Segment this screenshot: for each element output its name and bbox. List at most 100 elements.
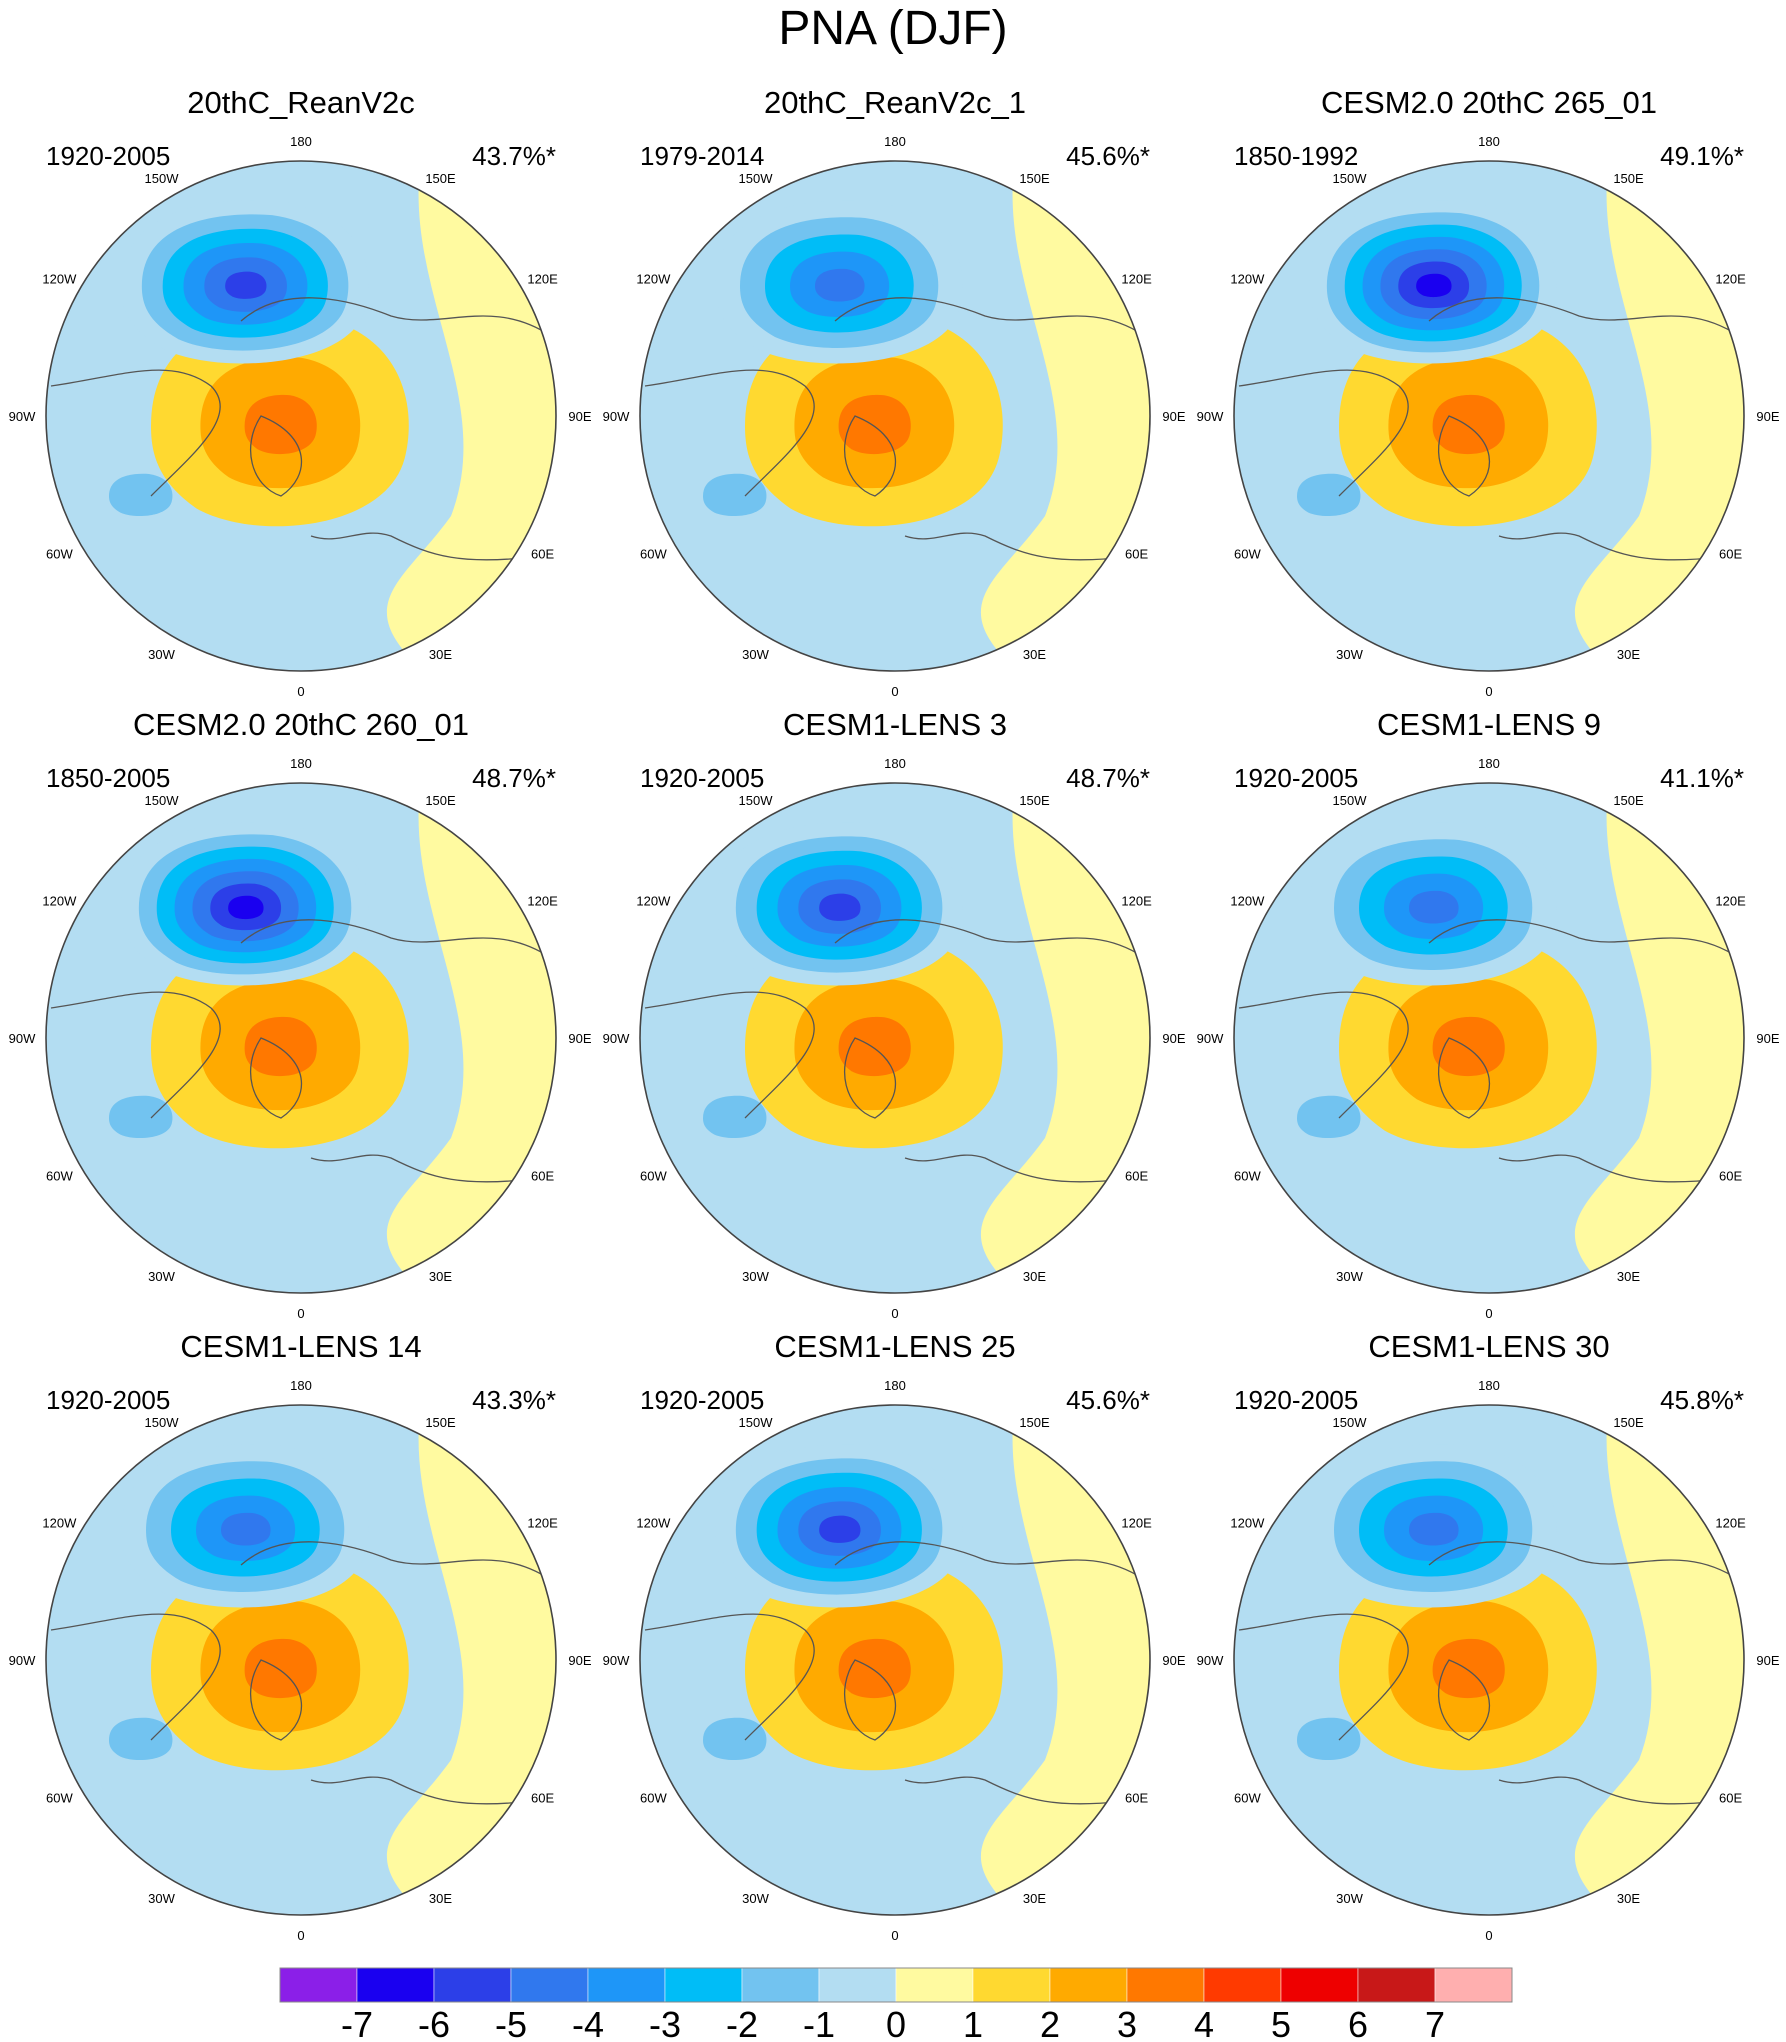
longitude-label: 90E xyxy=(568,409,591,424)
anomaly-field xyxy=(640,161,1150,671)
longitude-label: 0 xyxy=(891,1306,898,1321)
longitude-label: 180 xyxy=(290,134,312,149)
colorbar-tick-label: -7 xyxy=(341,2004,373,2042)
map-boundary xyxy=(1233,160,1745,672)
greenland-coast xyxy=(249,1037,303,1119)
contour-level-3 xyxy=(244,394,317,455)
negative-anomaly-center xyxy=(715,1444,963,1608)
longitude-label: 120W xyxy=(636,1516,671,1531)
negative-anomaly-center xyxy=(715,200,963,364)
longitude-label: 30W xyxy=(1336,1891,1363,1906)
longitude-label: 60W xyxy=(46,547,73,562)
map-boundary xyxy=(639,782,1151,1294)
positive-anomaly-center xyxy=(745,314,1003,527)
longitude-label: 30E xyxy=(1023,1891,1046,1906)
colorbar-tick-label: 1 xyxy=(963,2004,983,2042)
longitude-label: 90E xyxy=(1162,1031,1185,1046)
longitude-label: 150W xyxy=(739,1415,774,1430)
longitude-label: 30W xyxy=(148,1269,175,1284)
contour-level-3 xyxy=(1432,1638,1505,1699)
longitude-label: 150W xyxy=(1333,171,1368,186)
longitude-label: 0 xyxy=(297,684,304,699)
eurasia-coast xyxy=(240,919,552,959)
negative-anomaly-center xyxy=(1309,822,1557,986)
colorbar-tick-label: 2 xyxy=(1040,2004,1060,2042)
longitude-label: 150E xyxy=(425,171,456,186)
colorbar-swatch-16 xyxy=(1434,1967,1513,2003)
panel-variance: 45.6%* xyxy=(1066,1385,1150,1415)
europe-coast xyxy=(1498,532,1730,561)
longitude-label: 30W xyxy=(1336,1269,1363,1284)
longitude-label: 90W xyxy=(1197,1653,1224,1668)
longitude-label: 30E xyxy=(429,647,452,662)
panel-variance: 41.1%* xyxy=(1660,763,1744,793)
europe-coast xyxy=(1498,1776,1730,1805)
longitude-label: 120E xyxy=(527,1516,558,1531)
north-america-coast xyxy=(50,991,221,1119)
contour-level-3 xyxy=(1432,1016,1505,1077)
colorbar-tick-label: -1 xyxy=(803,2004,835,2042)
colorbar-tick-label: -3 xyxy=(649,2004,681,2042)
panel-title: CESM1-LENS 3 xyxy=(783,707,1007,742)
secondary-negative-center xyxy=(703,473,767,517)
negative-anomaly-center xyxy=(121,822,369,986)
panel-5: CESM1-LENS 3 1920-2005 48.7%* 180 150E 120E 90… xyxy=(603,707,1186,1321)
panel-period: 1920-2005 xyxy=(1234,763,1358,793)
map-boundary xyxy=(45,1404,557,1916)
positive-anomaly-center xyxy=(151,936,409,1149)
longitude-label: 180 xyxy=(1478,134,1500,149)
map-boundary xyxy=(1233,782,1745,1294)
panel-period: 1920-2005 xyxy=(640,1385,764,1415)
greenland-coast xyxy=(843,415,897,497)
longitude-label: 60W xyxy=(46,1169,73,1184)
negative-anomaly-center xyxy=(121,1444,369,1608)
colorbar-swatch-2 xyxy=(356,1967,435,2003)
longitude-label: 120E xyxy=(527,894,558,909)
colorbar: -7 -6 -5 -4 -3 -2 -1 0 1 2 3 4 5 6 7 xyxy=(279,1967,1513,2042)
longitude-label: 180 xyxy=(290,1378,312,1393)
secondary-negative-center xyxy=(109,1095,173,1139)
longitude-label: 60W xyxy=(640,547,667,562)
longitude-label: 120W xyxy=(1230,1516,1265,1531)
colorbar-tick-label: -6 xyxy=(418,2004,450,2042)
eurasia-coast xyxy=(240,1541,552,1581)
longitude-label: 0 xyxy=(891,1928,898,1943)
north-america-coast xyxy=(50,369,221,497)
longitude-label: 150E xyxy=(1613,793,1644,808)
longitude-label: 90W xyxy=(1197,1031,1224,1046)
colorbar-frame xyxy=(279,1967,1513,2003)
panel-period: 1850-2005 xyxy=(46,763,170,793)
europe-coast xyxy=(310,1154,542,1183)
colorbar-swatch-7 xyxy=(741,1967,820,2003)
longitude-label: 120W xyxy=(1230,894,1265,909)
greenland-coast xyxy=(1437,415,1491,497)
longitude-label: 120E xyxy=(527,272,558,287)
map-boundary xyxy=(639,160,1151,672)
colorbar-tick-label: 0 xyxy=(886,2004,906,2042)
map-boundary xyxy=(1233,1404,1745,1916)
panel-7: CESM1-LENS 14 1920-2005 43.3%* 180 150E 120E 9… xyxy=(9,1329,592,1943)
negative-anomaly-center xyxy=(715,822,963,986)
panel-variance: 45.6%* xyxy=(1066,141,1150,171)
coastlines xyxy=(50,919,552,1183)
colorbar-swatch-1 xyxy=(279,1967,358,2003)
longitude-label: 60W xyxy=(640,1169,667,1184)
colorbar-swatch-9 xyxy=(895,1967,974,2003)
coastlines xyxy=(1238,297,1740,561)
europe-coast xyxy=(1498,1154,1730,1183)
longitude-label: 30W xyxy=(1336,647,1363,662)
longitude-label: 120W xyxy=(1230,272,1265,287)
colorbar-tick-label: 6 xyxy=(1348,2004,1368,2042)
anomaly-field xyxy=(640,1405,1150,1915)
positive-anomaly-center xyxy=(1339,314,1597,527)
panel-title: CESM1-LENS 14 xyxy=(180,1329,421,1364)
north-america-coast xyxy=(644,1613,815,1741)
panel-title: CESM1-LENS 9 xyxy=(1377,707,1601,742)
longitude-label: 180 xyxy=(884,756,906,771)
coastlines xyxy=(1238,919,1740,1183)
colorbar-tick-label: 5 xyxy=(1271,2004,1291,2042)
longitude-label: 60E xyxy=(531,547,554,562)
longitude-label: 60W xyxy=(640,1791,667,1806)
longitude-label: 150W xyxy=(1333,1415,1368,1430)
eurasia-coast xyxy=(1428,919,1740,959)
